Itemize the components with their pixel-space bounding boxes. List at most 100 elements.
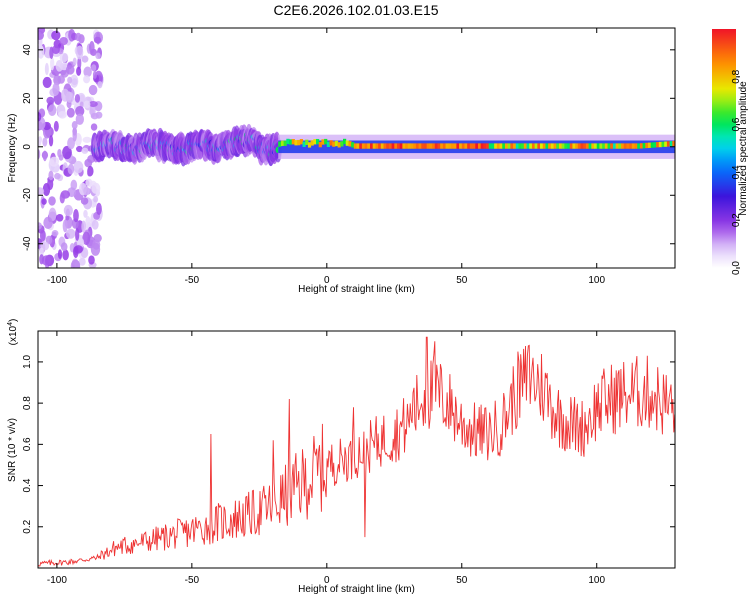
narrowband-cell — [545, 143, 549, 149]
narrowband-cell — [307, 142, 312, 148]
narrowband-cell — [299, 139, 304, 145]
narrowband-cell — [561, 143, 565, 149]
narrowband-cell — [278, 141, 282, 147]
narrowband-cell — [351, 142, 355, 148]
noise-cell — [54, 172, 61, 180]
noise-cell — [77, 56, 82, 70]
narrowband-cell — [567, 143, 571, 149]
narrowband-cell — [515, 143, 519, 149]
narrowband-cell — [469, 143, 474, 149]
noise-cell — [67, 137, 76, 150]
narrowband-cell — [445, 143, 449, 149]
noise-cell — [51, 45, 60, 54]
noise-cell — [65, 65, 75, 75]
noise-cell — [83, 75, 91, 84]
narrowband-cell — [448, 143, 452, 149]
noise-cell — [88, 255, 95, 265]
narrowband-cell — [577, 143, 582, 149]
narrowband-cell — [291, 139, 295, 145]
narrowband-cell — [361, 143, 366, 149]
noise-cell — [89, 40, 95, 54]
narrowband-cell — [518, 143, 522, 149]
narrowband-cell — [472, 143, 476, 149]
narrowband-cell — [450, 143, 455, 149]
narrowband-cell — [442, 143, 447, 149]
narrowband-cell — [378, 143, 382, 149]
noise-cell — [52, 82, 60, 96]
noise-cell — [62, 249, 69, 261]
y-tick-label: 40 — [22, 44, 33, 56]
narrowband-cell — [415, 143, 420, 149]
narrowband-cell — [324, 138, 328, 145]
narrowband-cell — [626, 143, 630, 149]
y-tick-label: 0.6 — [22, 437, 33, 451]
narrowband-cell — [531, 143, 536, 149]
narrowband-cell — [504, 143, 509, 149]
narrowband-cell — [496, 143, 501, 149]
narrowband-cell — [672, 140, 675, 147]
narrowband-cell — [340, 141, 344, 147]
noise-cell — [87, 170, 93, 177]
noise-cell — [71, 78, 78, 86]
narrowband-cell — [343, 138, 347, 145]
narrowband-cell — [621, 143, 625, 149]
noise-cell — [93, 196, 99, 203]
noise-cell — [50, 57, 55, 71]
narrowband-cell — [334, 140, 339, 147]
noise-cell — [75, 113, 84, 125]
y-tick-label: 0.4 — [22, 478, 33, 492]
noise-cell — [57, 75, 65, 84]
noise-cell — [83, 231, 88, 243]
multiplier-close: ) — [8, 319, 19, 322]
narrowband-cell — [548, 143, 552, 149]
noise-cell — [51, 30, 61, 41]
narrowband-cell — [367, 143, 371, 149]
noise-cell — [97, 81, 103, 89]
noise-cell — [81, 55, 89, 63]
noise-cell — [42, 137, 48, 147]
narrowband-cell — [407, 143, 411, 149]
narrowband-cell — [332, 141, 336, 147]
noise-cell — [90, 112, 99, 120]
noise-cell — [48, 134, 54, 147]
noise-cell — [38, 139, 42, 147]
narrowband-cell — [534, 143, 538, 149]
noise-cell — [38, 187, 45, 196]
noise-cell — [95, 52, 101, 60]
colorbar-tick-label: 0.4 — [731, 165, 742, 179]
narrowband-cell — [464, 143, 468, 149]
narrowband-cell — [453, 143, 457, 149]
noise-cell — [58, 110, 67, 119]
narrowband-cell — [434, 143, 438, 149]
noise-cell — [65, 91, 75, 103]
noise-cell — [91, 219, 99, 230]
x-tick-label: 50 — [456, 575, 468, 586]
narrowband-cell — [591, 143, 595, 149]
spectrogram-chart: -100 -50 0 50 100 -40 -20 0 20 40 Height of straig… — [7, 27, 749, 295]
narrowband-cell — [321, 139, 325, 145]
figure-title: C2E6.2026.102.01.03.E15 — [273, 2, 439, 18]
narrowband-cell — [345, 140, 349, 146]
noise-cell — [48, 170, 54, 181]
noise-cell — [48, 207, 57, 222]
narrowband-cell — [583, 143, 587, 149]
noise-cell — [82, 136, 92, 143]
colorbar-tick-label: 0.8 — [731, 69, 742, 83]
noise-cell — [45, 235, 53, 245]
narrowband-cell — [405, 143, 409, 149]
snr-frame — [37, 330, 676, 569]
noise-cell — [56, 213, 64, 222]
narrowband-cell — [316, 138, 320, 145]
narrowband-cell — [310, 140, 314, 146]
narrowband-cell — [440, 143, 444, 149]
narrowband-cell — [372, 143, 376, 149]
noise-cell — [81, 220, 87, 233]
narrowband-cell — [540, 143, 544, 149]
narrowband-cell — [369, 143, 374, 149]
narrowband-cell — [383, 143, 387, 149]
snr-series-line — [38, 336, 675, 567]
narrowband-cell — [575, 143, 579, 149]
narrowband-cell — [326, 141, 331, 148]
narrowband-cell — [602, 143, 606, 149]
